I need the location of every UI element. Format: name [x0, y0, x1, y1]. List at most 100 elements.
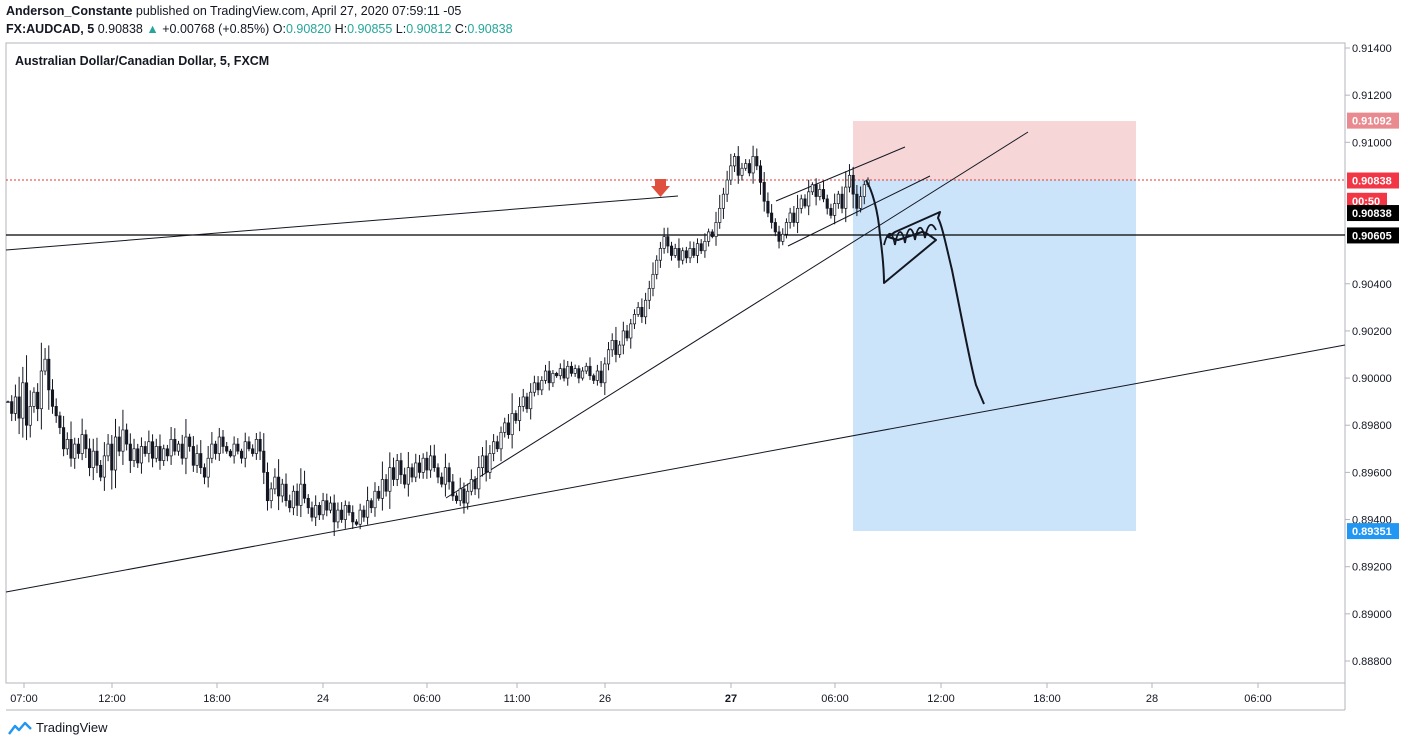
candle-body [703, 240, 707, 252]
candle-body [707, 231, 711, 242]
candle-body [684, 250, 688, 259]
trendline-long-support[interactable] [5, 344, 1346, 593]
candle-body [10, 401, 14, 414]
candle-body [536, 382, 540, 391]
candle-body [699, 243, 703, 252]
candle-body [566, 365, 570, 379]
price-axis[interactable]: 0.91400 0.91200 0.91000 0.90400 0.90200 0.900… [1345, 43, 1392, 668]
candle-body [658, 248, 662, 261]
candle-body [851, 174, 855, 195]
candle-body [540, 380, 544, 391]
low-label: L: [395, 22, 407, 36]
candle-body [803, 198, 807, 207]
trendline-long-resistance[interactable] [5, 195, 679, 251]
candle-body [829, 207, 833, 216]
channel-upper-line[interactable] [775, 146, 906, 202]
candle-body [506, 422, 510, 436]
high-value: 0.90855 [347, 22, 393, 36]
candle-body [588, 365, 592, 377]
time-tick-label: 07:00 [10, 693, 38, 705]
candle-body [821, 189, 826, 200]
price-tick-label: 0.88800 [1352, 656, 1392, 668]
stop-loss-zone[interactable] [853, 121, 1136, 180]
candle-body [336, 509, 340, 523]
candle-body [692, 248, 696, 256]
candle-body [91, 450, 95, 469]
time-axis[interactable]: 07:00 12:00 18:00 24 06:00 11:00 26 27 06:00 12:0… [10, 683, 1272, 705]
candle-body [781, 233, 785, 242]
candle-body [514, 413, 518, 421]
candle-body [28, 406, 32, 426]
candle-body [547, 370, 551, 384]
time-tick-label: 06:00 [413, 693, 441, 705]
candle-body [291, 490, 295, 509]
symbol-interval: FX:AUDCAD, 5 [6, 22, 95, 36]
author-name[interactable]: Anderson_Constante [6, 4, 133, 18]
candle-body [844, 186, 848, 209]
candle-body [495, 441, 499, 450]
candle-body [76, 443, 80, 454]
candle-body [366, 500, 370, 518]
candle-body [80, 434, 84, 454]
candle-body [214, 443, 218, 454]
candle-body [43, 358, 47, 372]
candles-layer [6, 145, 870, 537]
price-tick-label: 0.91000 [1352, 137, 1392, 149]
candle-body [380, 479, 384, 499]
candle-body [21, 382, 25, 419]
price-axis-label: 00:50 [1347, 192, 1387, 209]
candle-body [13, 396, 17, 414]
candle-body [859, 196, 863, 209]
price-axis-label: 0.90605 [1347, 227, 1399, 244]
price-label-background [1347, 172, 1399, 189]
price-axis-label: 0.90838 [1347, 205, 1399, 222]
candle-body [99, 464, 103, 478]
candle-body [395, 460, 399, 480]
low-value: 0.90812 [406, 22, 452, 36]
up-arrow-icon: ▲ [146, 22, 159, 36]
chart-pane[interactable] [5, 42, 1346, 684]
candle-body [573, 368, 577, 374]
candle-body [199, 453, 203, 469]
candle-body [647, 288, 651, 301]
sell-arrow-icon[interactable] [651, 179, 670, 197]
candle-body [836, 193, 840, 204]
candle-body [340, 509, 344, 520]
candle-body [73, 443, 77, 459]
candle-body [499, 431, 503, 450]
candle-body [391, 467, 396, 480]
trendline-rising-support[interactable] [445, 131, 1029, 499]
candle-body [121, 429, 125, 452]
candle-body [284, 483, 288, 502]
candle-body [480, 455, 485, 469]
brand-name[interactable]: TradingView [36, 720, 108, 735]
candle-body [784, 222, 788, 235]
candle-body [503, 422, 507, 433]
price-label-text: 0.91092 [1352, 116, 1392, 128]
candle-body [558, 368, 562, 377]
candle-body [584, 365, 588, 372]
candle-body [351, 512, 355, 523]
price-label-background [1347, 192, 1387, 209]
candle-body [317, 505, 321, 516]
symbol-ohlc-line: FX:AUDCAD, 5 0.90838 ▲ +0.00768 (+0.85%)… [6, 22, 513, 36]
candle-body [165, 448, 169, 457]
candle-body [288, 500, 292, 509]
candle-body [840, 193, 844, 209]
channel-lower-line[interactable] [787, 175, 931, 247]
projection-waves[interactable] [883, 223, 937, 246]
candle-body [610, 340, 614, 351]
candle-body [462, 488, 466, 504]
candle-body [421, 457, 425, 473]
price-label-background [1347, 523, 1399, 540]
candle-body [477, 467, 481, 490]
candle-body [47, 358, 51, 391]
candle-body [662, 236, 666, 249]
candle-body [673, 248, 677, 256]
price-tick-label: 0.89000 [1352, 609, 1392, 621]
price-tick-label: 0.90400 [1352, 279, 1392, 291]
candle-body [729, 165, 733, 181]
candle-body [825, 198, 829, 209]
candle-body [328, 502, 333, 511]
